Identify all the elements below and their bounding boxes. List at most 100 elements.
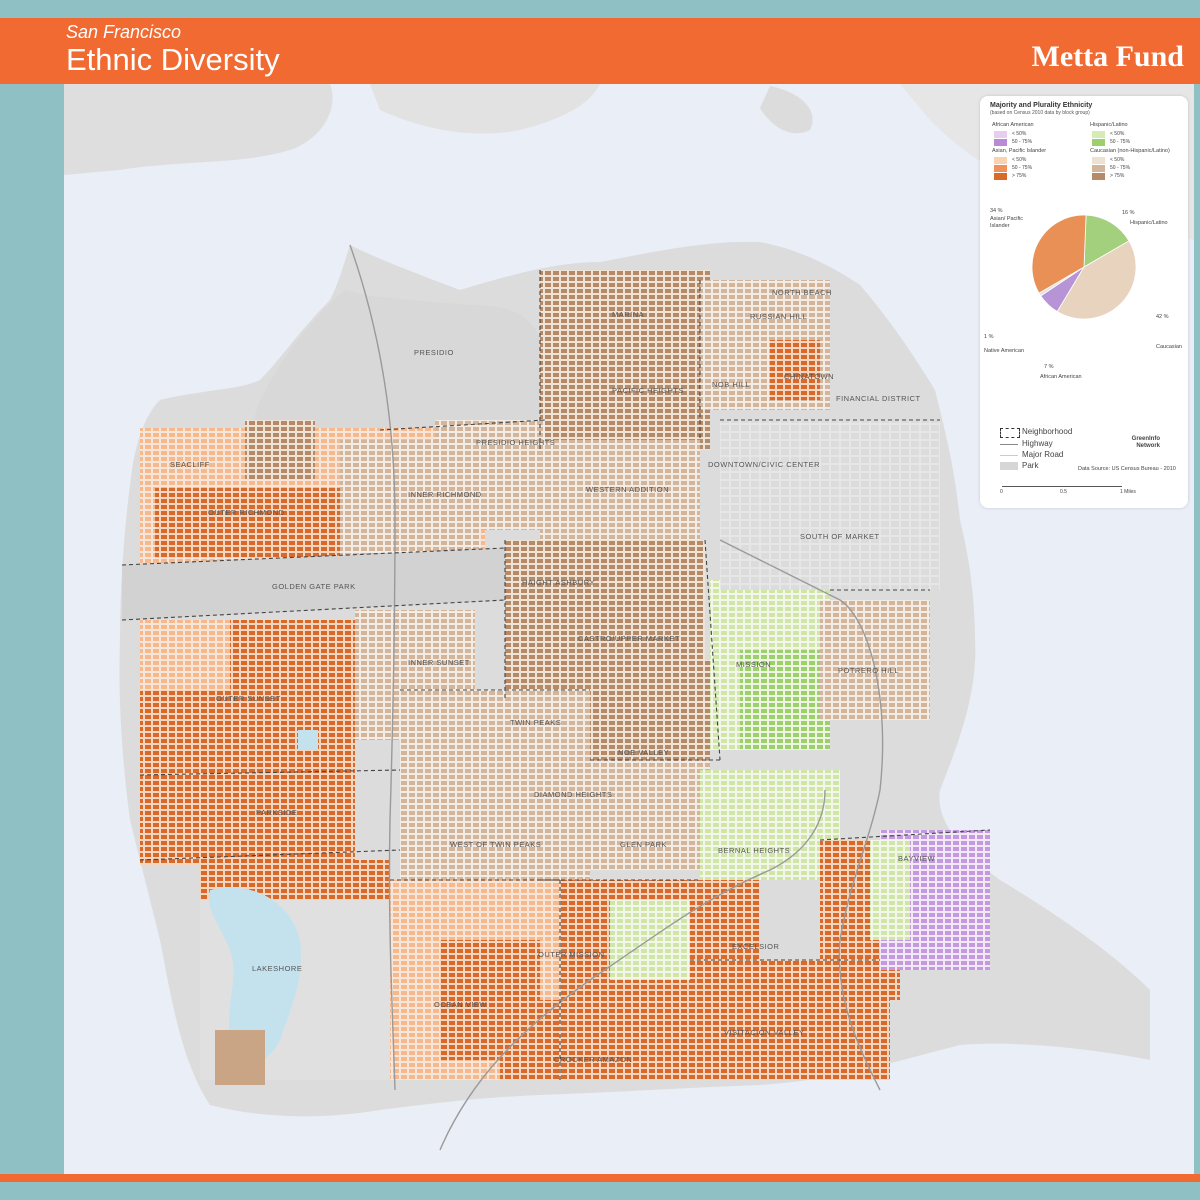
excelsior-green xyxy=(610,900,690,980)
legend-class-label: < 50% xyxy=(1012,157,1027,163)
potrero-hill xyxy=(820,600,930,720)
neighborhood-label-presidio: PRESIDIO xyxy=(414,348,454,357)
pie-pct-label: 34 % xyxy=(990,208,1003,214)
seacliff-tan xyxy=(245,420,315,480)
neighborhood-label-west-of-twin-peaks: WEST OF TWIN PEAKS xyxy=(450,840,542,849)
map-title: Ethnic Diversity xyxy=(66,42,280,77)
legend-class-label: > 75% xyxy=(1012,173,1027,179)
pie-slice-asian-pacific-islander xyxy=(1031,214,1087,294)
neighborhood-boundaries xyxy=(121,270,991,1080)
lake-merced xyxy=(209,887,301,1065)
neighborhood-label-downtown-civic-center: DOWNTOWN/CIVIC CENTER xyxy=(708,460,821,469)
neighborhood-label-outer-mission: OUTER MISSION xyxy=(538,950,605,959)
reservoir xyxy=(298,730,318,750)
key-park-icon xyxy=(1000,462,1018,470)
pie-pct-label: 42 % xyxy=(1156,314,1169,320)
twin-peaks-area xyxy=(400,690,590,880)
legend-swatch xyxy=(1092,173,1105,180)
neighborhood-label-inner-richmond: INNER RICHMOND xyxy=(408,490,482,499)
legend-class-label: < 50% xyxy=(1110,157,1125,163)
highway-1 xyxy=(349,244,396,1091)
presidio xyxy=(250,290,545,440)
legend-class-label: < 50% xyxy=(1012,131,1027,137)
data-source: Data Source: US Census Bureau - 2010 xyxy=(1078,466,1176,472)
legend-swatch xyxy=(1092,139,1105,146)
neighborhood-label-bernal-heights: BERNAL HEIGHTS xyxy=(718,846,791,855)
pie-name-label: Caucasian xyxy=(1156,344,1182,350)
map-svg xyxy=(64,84,1194,1151)
chinatown-orange xyxy=(770,340,820,400)
neighborhood-label-glen-park: GLEN PARK xyxy=(620,840,667,849)
neighborhood-label-visitacion-valley: VISITACION VALLEY xyxy=(724,1028,805,1037)
neighborhood-label-nob-hill: NOB HILL xyxy=(712,380,751,389)
neighborhood-label-inner-sunset: INNER SUNSET xyxy=(408,658,470,667)
legend-class-label: 50 - 75% xyxy=(1012,139,1033,145)
neighborhood-label-mission: MISSION xyxy=(736,660,772,669)
legend-group-title: Asian, Pacific Islander xyxy=(992,148,1047,154)
legend-group-title: Hispanic/Latino xyxy=(1090,122,1128,128)
greeninfo-logo: GreenInfo Network xyxy=(1131,436,1160,449)
highway-280 xyxy=(439,789,826,1151)
scale-label: 0 xyxy=(1000,489,1003,495)
western-addition xyxy=(540,440,700,550)
neighborhood-label-twin-peaks: TWIN PEAKS xyxy=(510,718,562,727)
legend-class-label: < 50% xyxy=(1110,131,1125,137)
legend-group-title: Caucasian (non-Hispanic/Latino) xyxy=(1090,148,1170,154)
neighborhood-label-lakeshore: LAKESHORE xyxy=(252,964,303,973)
legend-swatch xyxy=(994,157,1007,164)
neighborhood-label-diamond-heights: DIAMOND HEIGHTS xyxy=(534,790,613,799)
legend-swatch xyxy=(994,139,1007,146)
header-bar: San Francisco Ethnic Diversity Metta Fun… xyxy=(0,18,1200,84)
marin-land xyxy=(64,84,333,175)
legend-group-title: African American xyxy=(992,122,1034,128)
neighborhood-label-castro-upper-market: CASTRO/UPPER MARKET xyxy=(578,634,681,643)
neighborhood-label-pacific-heights: PACIFIC HEIGHTS xyxy=(612,386,684,395)
map-canvas[interactable]: PRESIDIO MARINA RUSSIAN HILL NORTH BEACH CHI… xyxy=(64,84,1194,1174)
right-border xyxy=(1194,84,1200,1174)
legend-class-label: 50 - 75% xyxy=(1012,165,1033,171)
neighborhood-label-crocker-amazon: CROCKER AMAZON xyxy=(554,1055,633,1064)
legend-subtitle: (based on Census 2010 data by block grou… xyxy=(990,110,1090,116)
neighborhood-label-financial-district: FINANCIAL DISTRICT xyxy=(836,394,921,403)
legend-panel: Majority and Plurality Ethnicity (based … xyxy=(980,96,1188,508)
scale-bar xyxy=(1002,486,1122,487)
pie-name-label: African American xyxy=(1040,374,1082,380)
key-major_road-label: Major Road xyxy=(1022,450,1064,459)
pie-pct-label: 16 % xyxy=(1122,210,1135,216)
neighborhood-label-parkside: PARKSIDE xyxy=(256,808,298,817)
legend-swatch xyxy=(994,173,1007,180)
neighborhood-label-ocean-view: OCEAN VIEW xyxy=(434,1000,487,1009)
neighborhood-label-haight-ashbury: HAIGHT ASHBURY xyxy=(522,578,595,587)
neighborhood-label-south-of-market: SOUTH OF MARKET xyxy=(800,532,880,541)
island-land xyxy=(760,86,813,134)
legend-swatch xyxy=(994,165,1007,172)
key-highway-icon xyxy=(1000,444,1018,445)
footer-bar xyxy=(0,1174,1200,1182)
key-park-label: Park xyxy=(1022,461,1039,470)
map-subtitle: San Francisco xyxy=(66,22,182,42)
pie-name-label: Hispanic/Latino xyxy=(1130,220,1168,226)
bernal-heights xyxy=(700,770,840,880)
neighborhood-label-potrero-hill: POTRERO HILL xyxy=(838,666,900,675)
legend-swatch xyxy=(1092,131,1105,138)
neighborhood-label-seacliff: SEACLIFF xyxy=(170,460,210,469)
legend-swatch xyxy=(1092,165,1105,172)
pie-pct-label: 7 % xyxy=(1044,364,1054,370)
neighborhood-label-north-beach: NORTH BEACH xyxy=(772,288,832,297)
scale-label: 0.5 xyxy=(1060,489,1067,495)
mission-core xyxy=(740,650,830,750)
key-neighborhood-label: Neighborhood xyxy=(1022,427,1073,436)
legend-class-label: > 75% xyxy=(1110,173,1125,179)
brand-logo: Metta Fund xyxy=(1031,40,1185,73)
legend-class-label: 50 - 75% xyxy=(1110,165,1131,171)
pie-slice-hispanic-latino xyxy=(1083,214,1130,268)
neighborhood-label-chinatown: CHINATOWN xyxy=(784,372,835,381)
neighborhood-label-russian-hill: RUSSIAN HILL xyxy=(750,312,808,321)
pie-slice-caucasian xyxy=(1056,240,1137,320)
neighborhood-label-marina: MARINA xyxy=(612,310,645,319)
downtown-soma xyxy=(720,420,940,590)
legend-title: Majority and Plurality Ethnicity xyxy=(990,102,1093,109)
neighborhood-label-outer-sunset: OUTER SUNSET xyxy=(216,694,281,703)
neighborhood-label-bayview: BAYVIEW xyxy=(898,854,936,863)
bayview-green xyxy=(870,840,910,940)
